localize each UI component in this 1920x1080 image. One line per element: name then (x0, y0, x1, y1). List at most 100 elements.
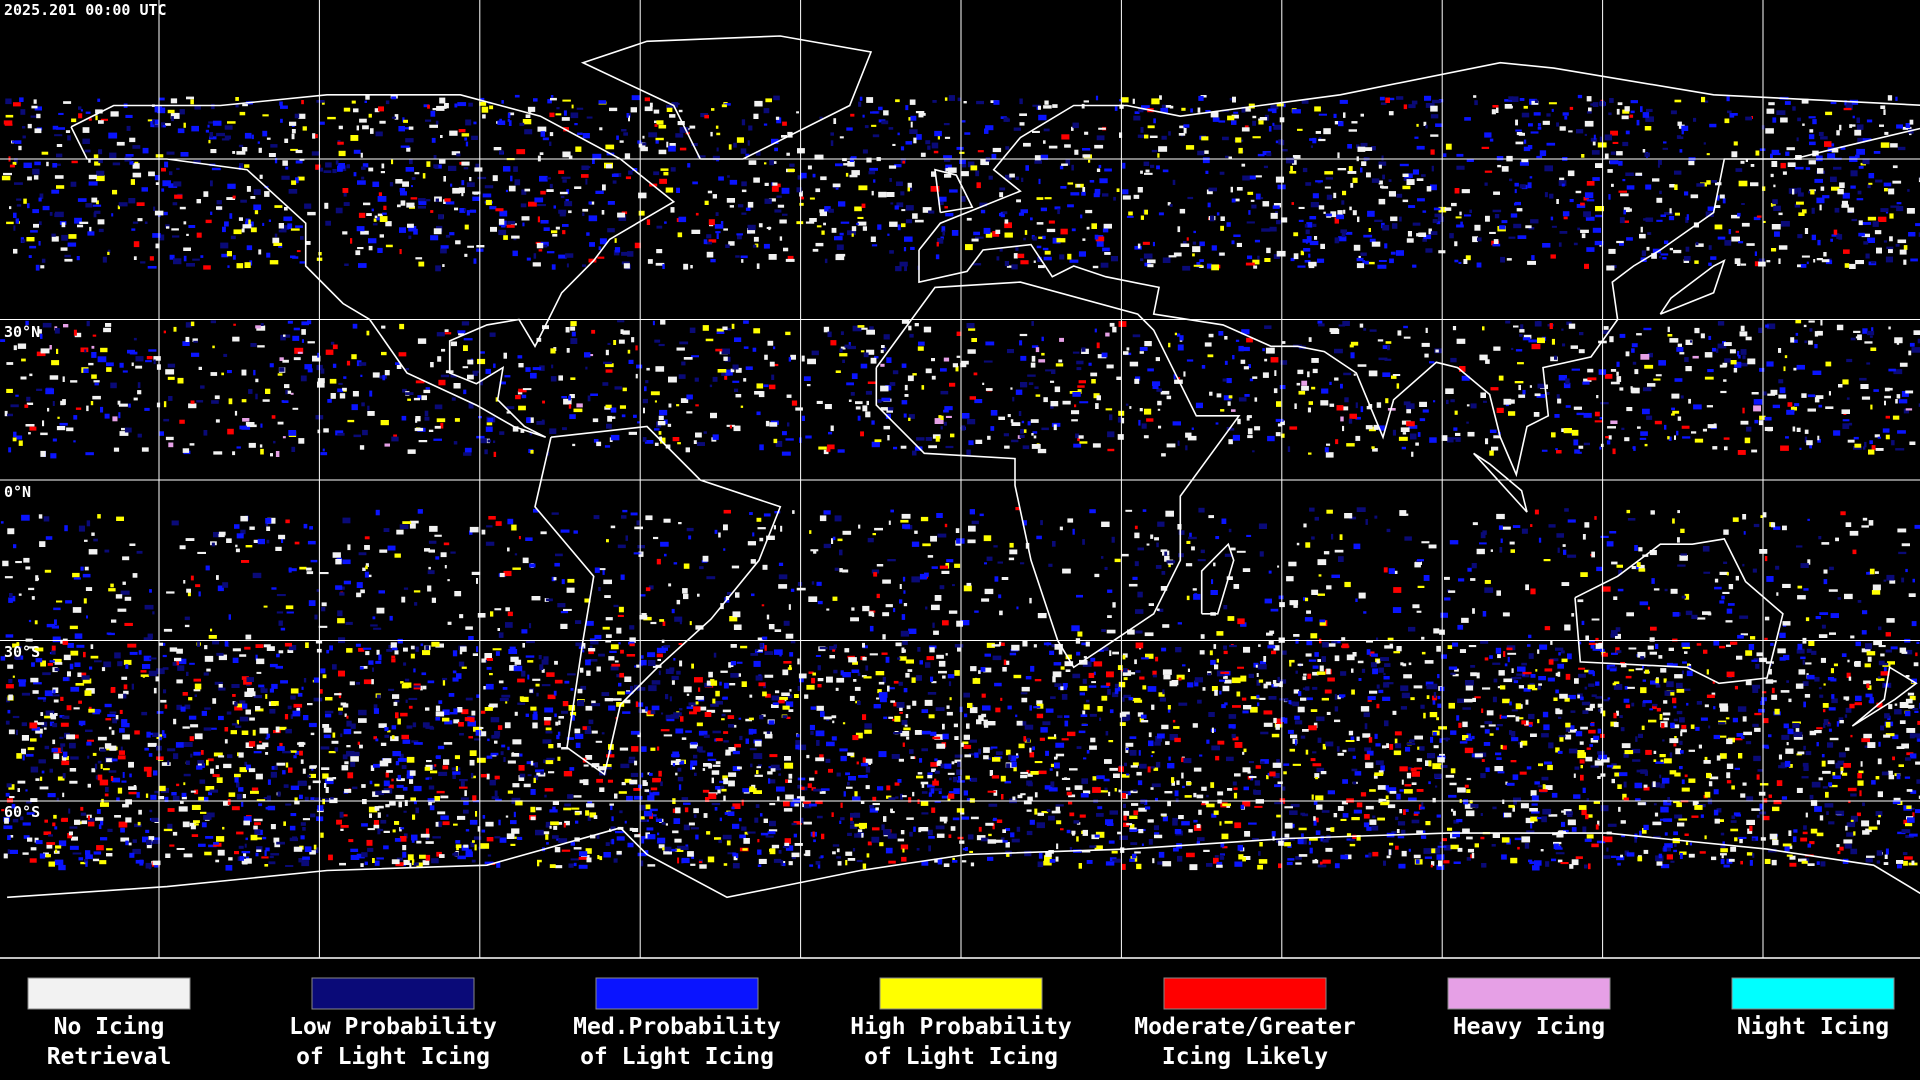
icing-pixel (1065, 159, 1071, 166)
icing-pixel (299, 158, 305, 161)
icing-pixel (962, 163, 967, 168)
icing-pixel (244, 262, 251, 268)
icing-pixel (1037, 105, 1041, 110)
icing-pixel (3, 172, 12, 176)
icing-pixel (1456, 153, 1464, 157)
icing-pixel (1528, 339, 1538, 343)
icing-pixel (902, 576, 906, 582)
icing-pixel (1671, 413, 1675, 416)
icing-pixel (246, 186, 251, 192)
icing-pixel (366, 213, 372, 216)
icing-pixel (1019, 340, 1023, 346)
icing-pixel (1576, 204, 1586, 208)
icing-pixel (1297, 128, 1303, 131)
icing-pixel (1541, 449, 1548, 452)
icing-pixel (1411, 100, 1418, 105)
icing-pixel (871, 124, 877, 127)
icing-pixel (1338, 121, 1344, 127)
icing-pixel (1732, 113, 1738, 116)
icing-pixel (327, 116, 336, 120)
icing-pixel (1615, 627, 1621, 632)
icing-pixel (1091, 379, 1096, 384)
icing-pixel (778, 562, 784, 566)
icing-pixel (823, 449, 829, 455)
icing-pixel (925, 606, 928, 610)
icing-pixel (1067, 518, 1074, 523)
icing-pixel (370, 624, 378, 627)
icing-pixel (120, 746, 123, 753)
icing-pixel (1858, 220, 1863, 226)
icing-pixel (1421, 541, 1430, 544)
icing-pixel (1723, 561, 1728, 564)
icing-pixel (1288, 561, 1297, 567)
icing-pixel (1388, 568, 1395, 574)
icing-pixel (1043, 128, 1050, 132)
icing-pixel (1139, 408, 1143, 412)
icing-pixel (1348, 418, 1353, 424)
icing-pixel (1100, 685, 1110, 688)
icing-pixel (666, 141, 669, 148)
icing-pixel (161, 167, 166, 172)
icing-pixel (1464, 117, 1471, 121)
icing-pixel (1895, 243, 1900, 247)
icing-pixel (546, 189, 554, 192)
icing-pixel (1838, 234, 1843, 240)
icing-pixel (137, 390, 142, 395)
icing-pixel (1325, 452, 1334, 458)
icing-pixel (1564, 508, 1569, 512)
icing-pixel (1004, 232, 1013, 238)
icing-pixel (1533, 412, 1540, 417)
icing-pixel (1178, 530, 1185, 535)
icing-pixel (1513, 223, 1522, 229)
icing-pixel (1858, 166, 1864, 169)
icing-pixel (358, 362, 367, 366)
icing-pixel (1430, 231, 1438, 235)
icing-pixel (1611, 183, 1614, 187)
icing-pixel (1018, 743, 1025, 749)
icing-pixel (733, 624, 742, 630)
icing-pixel (1267, 435, 1275, 442)
icing-pixel (230, 235, 236, 240)
icing-pixel (908, 417, 911, 421)
icing-pixel (400, 191, 407, 196)
icing-pixel (1086, 226, 1090, 230)
icing-pixel (559, 213, 566, 217)
icing-pixel (1551, 432, 1556, 438)
icing-pixel (1406, 421, 1415, 427)
icing-pixel (768, 198, 776, 202)
icing-pixel (914, 219, 924, 223)
icing-pixel (536, 242, 544, 249)
icing-pixel (1177, 622, 1182, 625)
icing-pixel (278, 229, 287, 233)
icing-pixel (1818, 131, 1824, 136)
icing-pixel (38, 197, 42, 202)
icing-pixel (1341, 231, 1346, 238)
icing-pixel (178, 658, 187, 665)
icing-pixel (1001, 837, 1005, 841)
icing-pixel (660, 437, 666, 444)
icing-pixel (1901, 391, 1909, 397)
icing-pixel (1441, 435, 1448, 441)
icing-pixel (359, 445, 365, 450)
icing-pixel (1099, 178, 1108, 184)
icing-pixel (477, 613, 486, 618)
icing-pixel (183, 122, 186, 128)
icing-pixel (551, 230, 558, 234)
icing-pixel (1912, 578, 1915, 583)
icing-pixel (1824, 141, 1832, 147)
icing-pixel (1618, 190, 1627, 193)
icing-pixel (514, 94, 520, 98)
icing-pixel (1466, 404, 1470, 407)
icing-pixel (743, 320, 749, 324)
icing-pixel (1043, 256, 1052, 261)
icing-pixel (1906, 789, 1913, 792)
icing-pixel (440, 135, 443, 138)
icing-pixel (769, 361, 775, 367)
icing-pixel (1357, 216, 1360, 223)
icing-pixel (1619, 242, 1624, 246)
icing-pixel (212, 640, 220, 645)
icing-pixel (1603, 699, 1610, 702)
icing-pixel (892, 370, 899, 375)
icing-pixel (861, 203, 866, 208)
icing-pixel (870, 236, 876, 242)
